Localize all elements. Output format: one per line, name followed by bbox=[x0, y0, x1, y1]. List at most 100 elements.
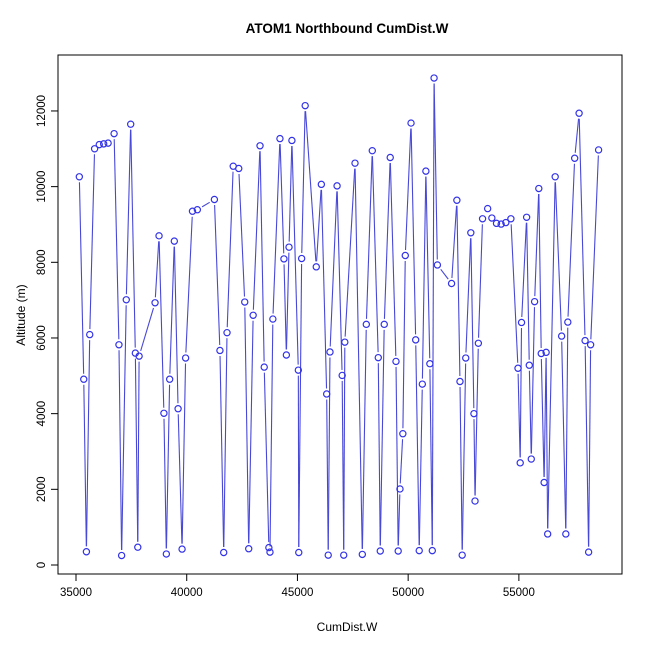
data-point bbox=[422, 167, 430, 175]
data-point bbox=[95, 140, 103, 149]
data-series-segment bbox=[326, 399, 329, 550]
data-point bbox=[80, 375, 88, 383]
data-point bbox=[110, 129, 118, 138]
data-point bbox=[458, 551, 466, 559]
data-point bbox=[456, 377, 464, 386]
data-point bbox=[256, 142, 264, 150]
data-series-segment bbox=[510, 224, 519, 363]
data-point bbox=[488, 214, 496, 222]
data-series-segment bbox=[567, 163, 575, 317]
data-point bbox=[82, 548, 91, 556]
data-series-segment bbox=[185, 216, 193, 353]
data-series-segment bbox=[578, 118, 586, 336]
data-series-segment bbox=[134, 358, 139, 542]
data-point bbox=[351, 159, 359, 167]
data-point bbox=[340, 551, 348, 559]
data-point bbox=[181, 354, 190, 362]
data-series-segment bbox=[421, 176, 427, 379]
y-tick-label: 8000 bbox=[36, 250, 48, 276]
data-point bbox=[478, 215, 487, 223]
data-point bbox=[333, 182, 341, 190]
data-series-segment bbox=[540, 358, 545, 478]
data-series-segment bbox=[528, 370, 532, 454]
data-series-segment bbox=[238, 173, 246, 297]
data-point bbox=[297, 254, 306, 263]
data-series-segment bbox=[283, 264, 287, 350]
data-series-segment bbox=[477, 224, 483, 338]
data-series-segment bbox=[181, 363, 187, 544]
data-series-segment bbox=[588, 350, 592, 547]
data-point bbox=[380, 320, 388, 329]
data-series-segment bbox=[521, 222, 527, 317]
data-series-segment bbox=[305, 111, 317, 262]
data-series-segment bbox=[201, 201, 210, 208]
data-point bbox=[453, 196, 461, 204]
data-series-segment bbox=[78, 182, 85, 374]
data-point bbox=[115, 341, 123, 349]
data-point bbox=[514, 364, 522, 372]
data-point bbox=[322, 390, 331, 398]
data-series-segment bbox=[397, 494, 401, 546]
data-series-segment bbox=[158, 241, 165, 408]
data-series-segment bbox=[530, 307, 536, 454]
data-point bbox=[374, 353, 382, 362]
data-series-segment bbox=[336, 191, 343, 370]
data-series-segment bbox=[121, 305, 127, 551]
data-series-segment bbox=[461, 363, 467, 550]
data-series-segment bbox=[118, 350, 123, 551]
data-point bbox=[280, 255, 288, 263]
data-point bbox=[564, 318, 572, 326]
data-series-segment bbox=[285, 252, 290, 350]
data-point bbox=[288, 136, 296, 145]
data-series-segment bbox=[354, 168, 363, 549]
data-point bbox=[386, 153, 394, 162]
data-point bbox=[235, 164, 243, 173]
data-series-segment bbox=[399, 439, 404, 484]
x-tick-label: 55000 bbox=[503, 587, 535, 599]
data-point bbox=[162, 550, 171, 558]
data-point bbox=[467, 229, 475, 237]
data-series-segment bbox=[130, 129, 136, 348]
data-point bbox=[216, 346, 224, 355]
data-series-segment bbox=[538, 194, 542, 348]
data-point bbox=[312, 263, 320, 271]
data-series-segment bbox=[214, 204, 221, 345]
data-series-segment bbox=[140, 307, 155, 352]
data-series-segment bbox=[456, 205, 461, 376]
data-series-segment bbox=[431, 83, 435, 546]
data-point bbox=[210, 195, 219, 204]
data-point bbox=[117, 551, 126, 560]
data-point bbox=[540, 478, 548, 487]
data-point bbox=[178, 545, 186, 553]
data-point bbox=[470, 409, 478, 418]
data-point bbox=[551, 173, 559, 181]
data-series-segment bbox=[219, 355, 225, 548]
data-series-segment bbox=[418, 389, 423, 546]
data-series-segment bbox=[389, 162, 397, 356]
data-point bbox=[104, 139, 112, 147]
data-series-segment bbox=[534, 193, 540, 297]
data-series-segment bbox=[269, 324, 274, 547]
data-series-segment bbox=[433, 83, 438, 260]
data-point bbox=[525, 361, 533, 369]
data-series-segment bbox=[163, 418, 167, 549]
data-point bbox=[516, 459, 524, 467]
data-series-segment bbox=[554, 182, 562, 331]
data-series-segment bbox=[263, 372, 270, 543]
data-point bbox=[433, 261, 442, 269]
data-series-segment bbox=[465, 238, 472, 353]
data-point bbox=[151, 299, 159, 307]
data-point bbox=[269, 315, 277, 323]
data-point bbox=[358, 550, 367, 559]
data-series-segment bbox=[547, 182, 556, 529]
data-point bbox=[295, 548, 303, 557]
data-point bbox=[522, 213, 531, 221]
data-series-segment bbox=[316, 189, 322, 262]
data-point bbox=[324, 551, 332, 559]
data-point bbox=[174, 405, 182, 413]
data-point bbox=[155, 232, 163, 240]
data-point bbox=[276, 134, 284, 143]
data-series-segment bbox=[154, 241, 160, 298]
data-point bbox=[497, 220, 505, 228]
data-series-segment bbox=[248, 320, 254, 544]
